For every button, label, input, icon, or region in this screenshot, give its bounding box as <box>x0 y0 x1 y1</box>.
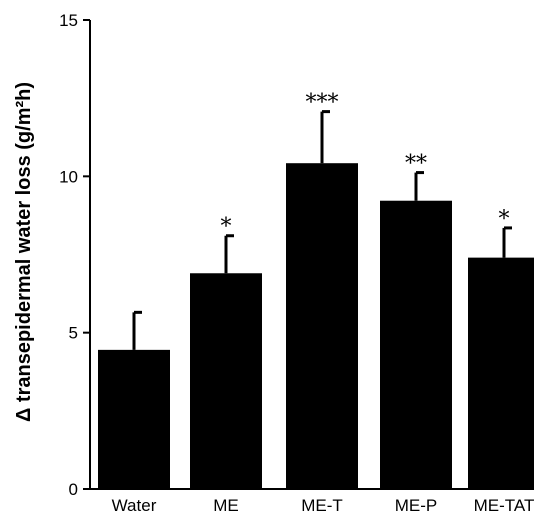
error-bar-me-p <box>414 171 424 201</box>
x-tick-label-me: ME <box>213 496 239 514</box>
bar-water <box>98 349 170 489</box>
significance-me: * <box>221 215 232 240</box>
error-bar-me-t <box>320 110 330 164</box>
y-tick-label: 15 <box>59 11 78 30</box>
y-tick-label: 10 <box>59 167 78 186</box>
error-bar-me-tat <box>502 226 512 258</box>
bar-me <box>190 273 262 489</box>
y-axis-label-group: Δ transepidermal water loss (g/m²h) <box>13 82 35 422</box>
y-axis-label: Δ transepidermal water loss (g/m²h) <box>13 82 35 422</box>
x-tick-labels: Water ME ME-T ME-P ME-TAT <box>112 496 534 514</box>
error-bars <box>132 110 512 350</box>
error-bar-me <box>224 234 234 274</box>
significance-me-p: ** <box>405 152 427 177</box>
y-tick-label: 5 <box>69 324 78 343</box>
y-ticks: 0 5 10 15 <box>59 11 90 499</box>
error-bar-water <box>132 310 142 350</box>
x-tick-label-me-p: ME-P <box>395 496 438 514</box>
y-tick-label: 0 <box>69 480 78 499</box>
x-tick-label-me-t: ME-T <box>301 496 343 514</box>
significance-me-t: *** <box>306 91 339 116</box>
bar-me-tat <box>468 257 534 489</box>
x-tick-label-water: Water <box>112 496 157 514</box>
bar-me-p <box>380 200 452 490</box>
bars <box>98 163 534 490</box>
x-tick-label-me-tat: ME-TAT <box>474 496 534 514</box>
bar-me-t <box>286 163 358 489</box>
significance-markers: ******* <box>221 91 510 240</box>
significance-me-tat: * <box>499 207 510 232</box>
